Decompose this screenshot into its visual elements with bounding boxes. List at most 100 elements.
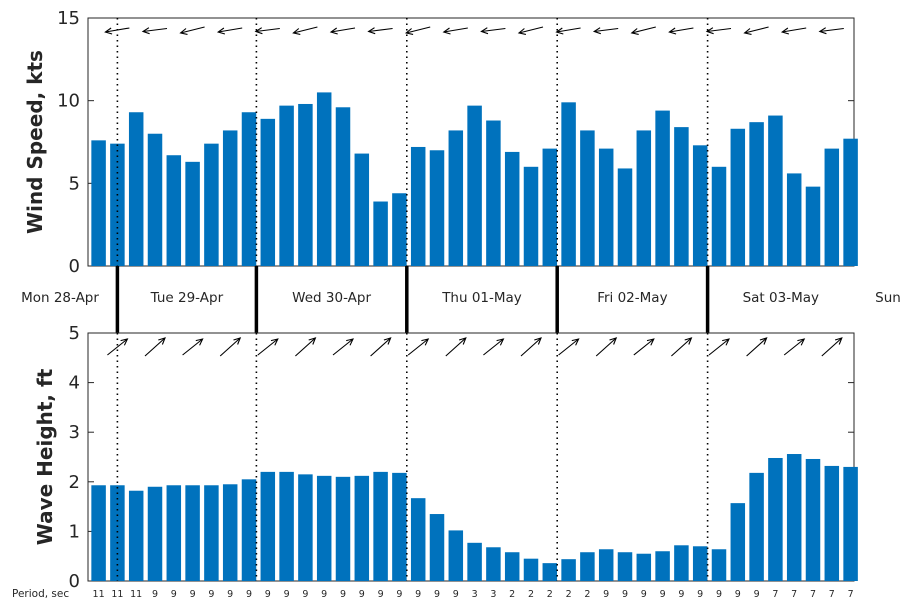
- wave-direction-arrowhead: [233, 337, 242, 345]
- wind-direction-arrow: [142, 27, 168, 33]
- wind-bar: [335, 107, 351, 266]
- wind-bar: [392, 193, 407, 266]
- period-label: 9: [378, 589, 384, 600]
- wind-direction-arrowhead: [104, 27, 113, 35]
- wind-bar: [730, 128, 746, 266]
- wind-direction-arrow: [518, 26, 544, 34]
- wave-direction-arrowhead: [158, 337, 166, 345]
- period-label: 9: [227, 589, 233, 600]
- wind-bar: [486, 120, 501, 266]
- wave-bar: [768, 457, 783, 581]
- wind-bar: [824, 148, 840, 266]
- wind-bar: [843, 138, 858, 266]
- period-label: 9: [603, 589, 609, 600]
- wind-direction-arrow: [669, 27, 694, 33]
- wind-direction-arrow: [368, 27, 393, 33]
- wave-direction-arrowhead: [308, 337, 317, 345]
- wind-direction-arrowhead: [743, 28, 752, 35]
- wind-direction-arrowhead: [780, 27, 790, 35]
- wave-bar: [824, 465, 840, 581]
- period-label: 9: [321, 589, 327, 600]
- wind-direction-arrowhead: [555, 27, 564, 35]
- wind-direction-arrowhead: [367, 27, 376, 35]
- wind-bar: [504, 151, 520, 266]
- wind-direction-arrowhead: [592, 27, 601, 35]
- period-labels: Period, sec 11 11 11 9 9 9 9 9 9 9 9 9 9 9 9 9 9 9 9 9 3 3 2 2 2…: [12, 588, 854, 600]
- wind-ytick-label: 0: [69, 256, 80, 277]
- period-label: 11: [93, 589, 105, 600]
- wind-direction-arrow: [443, 27, 468, 33]
- wave-direction-arrow: [107, 338, 128, 356]
- period-label: 9: [622, 589, 628, 600]
- wind-bar: [410, 146, 426, 266]
- wave-bar: [692, 546, 708, 581]
- wave-bar: [617, 552, 633, 581]
- period-label: 9: [152, 589, 158, 600]
- wave-direction-arrowhead: [120, 338, 129, 346]
- wind-bar: [204, 143, 219, 266]
- day-label: Fri 02-May: [597, 290, 667, 306]
- wind-direction-arrowhead: [179, 28, 188, 35]
- wave-bar: [279, 471, 294, 581]
- wind-direction-arrow: [406, 26, 431, 34]
- wind-bar: [749, 122, 764, 266]
- wave-bar: [185, 485, 200, 581]
- wind-bar: [805, 186, 821, 266]
- wind-speed-panel: Wind Speed, kts 0 5 10 15: [23, 8, 858, 277]
- wave-direction-arrow: [708, 338, 730, 356]
- wave-bar: [260, 471, 276, 581]
- period-label: 11: [111, 589, 123, 600]
- wave-direction-arrowhead: [684, 337, 693, 345]
- wind-direction-arrowhead: [442, 27, 451, 35]
- wind-bar: [768, 115, 783, 266]
- wave-bar: [204, 485, 219, 581]
- wave-bar: [429, 514, 445, 581]
- wind-bar: [617, 168, 633, 266]
- wind-direction-arrow: [330, 27, 356, 33]
- wave-bar: [636, 553, 652, 581]
- period-label: 9: [265, 589, 271, 600]
- wind-bar: [448, 130, 464, 266]
- wind-direction-arrowhead: [216, 27, 226, 35]
- period-label: 2: [566, 589, 572, 600]
- period-axis-label: Period, sec: [12, 588, 69, 600]
- period-label: 9: [660, 589, 666, 600]
- wave-direction-arrowhead: [571, 338, 580, 346]
- wave-bar: [542, 563, 558, 581]
- day-label: Thu 01-May: [441, 290, 522, 306]
- wind-bar: [580, 130, 595, 266]
- day-label: Wed 30-Apr: [292, 290, 371, 306]
- wind-bar: [692, 145, 708, 266]
- wave-bar: [354, 475, 370, 581]
- period-label: 9: [754, 589, 760, 600]
- day-label: Sun: [875, 290, 900, 306]
- wind-ytick-label: 15: [57, 8, 80, 29]
- wave-bar: [486, 547, 501, 581]
- period-label: 2: [528, 589, 534, 600]
- wind-direction-arrow: [631, 26, 656, 34]
- wind-direction-arrow: [218, 27, 243, 33]
- wind-direction-arrowhead: [705, 27, 714, 35]
- wave-direction-arrow: [558, 338, 579, 356]
- wind-direction-arrow: [255, 27, 280, 33]
- period-label: 9: [302, 589, 308, 600]
- wave-bar: [786, 454, 802, 581]
- wave-direction-arrow: [257, 338, 279, 356]
- period-label: 2: [547, 589, 553, 600]
- day-label: Mon 28-Apr: [21, 290, 99, 306]
- wave-ytick-label: 5: [69, 323, 80, 344]
- period-label: 9: [396, 589, 402, 600]
- wave-bars: [91, 454, 858, 581]
- wave-direction-arrow: [783, 338, 805, 356]
- wave-bar: [128, 490, 144, 581]
- wind-direction-arrow: [594, 27, 619, 33]
- wind-direction-arrow: [819, 27, 844, 33]
- wave-ytick-label: 1: [69, 521, 80, 542]
- wind-direction-arrowhead: [404, 28, 414, 35]
- wave-direction-arrow: [671, 337, 692, 357]
- wave-bar: [711, 549, 727, 581]
- wave-direction-arrowhead: [759, 337, 768, 345]
- wave-direction-arrow: [821, 337, 843, 357]
- wave-bar: [561, 559, 576, 581]
